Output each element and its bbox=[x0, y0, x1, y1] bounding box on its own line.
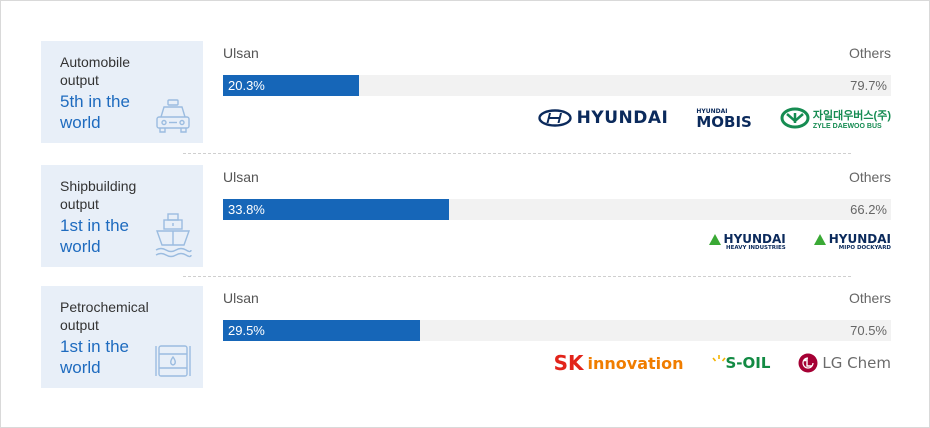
hhi-text: HYUNDAI bbox=[723, 232, 786, 246]
petrochemical-label-box: Petrochemical output 1st in the world bbox=[41, 286, 203, 388]
shipbuilding-rank-label: 1st in the world bbox=[60, 216, 129, 256]
shipbuilding-label-box: Shipbuilding output 1st in the world bbox=[41, 165, 203, 267]
lg-chem-logo: LG Chem bbox=[798, 353, 891, 373]
petrochemical-ulsan-legend: Ulsan bbox=[223, 290, 259, 306]
shipbuilding-bar-area: Ulsan Others 33.8% 66.2% HYUNDAI HEAVY I… bbox=[223, 165, 891, 251]
car-icon bbox=[156, 99, 190, 133]
ship-icon bbox=[155, 213, 192, 258]
petrochemical-others-legend: Others bbox=[848, 290, 891, 306]
petrochemical-bar-track: 29.5% 70.5% bbox=[223, 320, 891, 341]
shipbuilding-ulsan-bar bbox=[223, 199, 449, 220]
hhi-sub-text: HEAVY INDUSTRIES bbox=[725, 245, 786, 251]
shipbuilding-others-legend: Others bbox=[848, 169, 891, 185]
mobis-text: MOBIS bbox=[696, 112, 752, 131]
hyundai-logo: HYUNDAI bbox=[537, 108, 669, 128]
hyundai-mipo-dockyard-logo: HYUNDAI MIPO DOCKYARD bbox=[813, 232, 891, 251]
hyundai-heavy-industries-logo: HYUNDAI HEAVY INDUSTRIES bbox=[708, 232, 786, 251]
row-divider bbox=[183, 153, 851, 154]
automobile-others-legend: Others bbox=[848, 45, 891, 61]
oil-barrel-icon bbox=[155, 345, 191, 377]
s-oil-text: S-OIL bbox=[725, 354, 771, 372]
mipo-text: HYUNDAI bbox=[828, 232, 891, 246]
petrochemical-row: Petrochemical output 1st in the world Ul… bbox=[41, 286, 891, 388]
hyundai-mobis-logo: HYUNDAI MOBIS bbox=[696, 107, 752, 131]
automobile-rank-label: 5th in the world bbox=[60, 92, 130, 132]
automobile-ulsan-value: 20.3% bbox=[228, 78, 265, 93]
lg-chem-text: LG Chem bbox=[822, 354, 891, 372]
automobile-logos: HYUNDAI HYUNDAI MOBIS 자일대우버스(주) ZYLE DAE… bbox=[537, 103, 891, 133]
automobile-ulsan-bar bbox=[223, 75, 359, 96]
sk-mark-text: SK bbox=[553, 351, 584, 375]
zyle-daewoo-bus-logo: 자일대우버스(주) ZYLE DAEWOO BUS bbox=[780, 107, 891, 130]
shipbuilding-row: Shipbuilding output 1st in the world Uls… bbox=[41, 165, 891, 267]
automobile-ulsan-legend: Ulsan bbox=[223, 45, 259, 61]
s-oil-logo: S-OIL bbox=[711, 354, 771, 372]
mipo-sub-text: MIPO DOCKYARD bbox=[838, 245, 891, 251]
shipbuilding-metric-label: Shipbuilding output bbox=[60, 178, 137, 212]
hyundai-emblem-icon bbox=[537, 109, 572, 127]
shipbuilding-others-value: 66.2% bbox=[850, 202, 887, 217]
sk-innovation-logo: SK innovation bbox=[554, 351, 684, 375]
petrochemical-ulsan-value: 29.5% bbox=[228, 323, 265, 338]
petrochemical-metric-label: Petrochemical output bbox=[60, 299, 149, 333]
petrochemical-bar-area: Ulsan Others 29.5% 70.5% SK innovation bbox=[223, 286, 891, 375]
mobis-small-text: HYUNDAI bbox=[696, 107, 728, 115]
automobile-label-box: Automobile output 5th in the world bbox=[41, 41, 203, 143]
automobile-metric-label: Automobile output bbox=[60, 54, 131, 88]
automobile-others-value: 79.7% bbox=[850, 78, 887, 93]
hhi-triangle-icon bbox=[708, 233, 721, 245]
shipbuilding-bar-track: 33.8% 66.2% bbox=[223, 199, 891, 220]
row-divider bbox=[183, 276, 851, 277]
shipbuilding-logos: HYUNDAI HEAVY INDUSTRIES HYUNDAI MIPO DO… bbox=[708, 227, 891, 257]
petrochemical-others-value: 70.5% bbox=[850, 323, 887, 338]
shipbuilding-ulsan-value: 33.8% bbox=[228, 202, 265, 217]
zyle-emblem-icon bbox=[780, 107, 810, 129]
automobile-bar-area: Ulsan Others 20.3% 79.7% HYUNDAI HYUNDAI bbox=[223, 41, 891, 130]
mipo-triangle-icon bbox=[813, 233, 826, 245]
sk-innovation-text: innovation bbox=[587, 353, 684, 373]
petrochemical-ulsan-bar bbox=[223, 320, 421, 341]
zyle-korean-text: 자일대우버스(주) bbox=[812, 109, 891, 122]
lg-face-icon bbox=[798, 353, 818, 373]
automobile-row: Automobile output 5th in the world Ulsan bbox=[41, 41, 891, 143]
automobile-bar-track: 20.3% 79.7% bbox=[223, 75, 891, 96]
shipbuilding-ulsan-legend: Ulsan bbox=[223, 169, 259, 185]
petrochemical-logos: SK innovation S-OIL bbox=[554, 348, 891, 378]
zyle-english-text: ZYLE DAEWOO BUS bbox=[812, 122, 882, 130]
hyundai-logo-text: HYUNDAI bbox=[576, 108, 669, 128]
petrochemical-rank-label: 1st in the world bbox=[60, 337, 129, 377]
s-oil-sun-icon bbox=[711, 355, 726, 362]
